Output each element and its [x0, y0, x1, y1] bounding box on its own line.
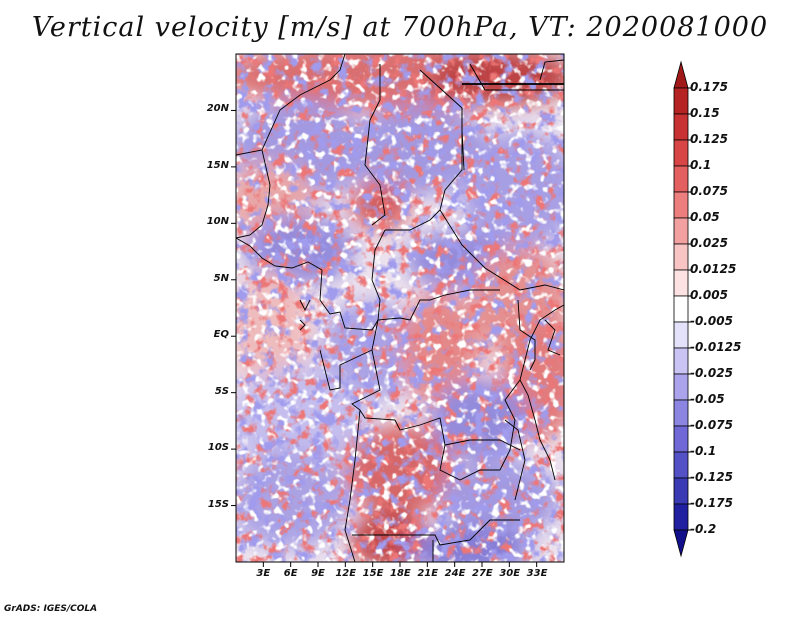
chart-title: Vertical velocity [m/s] at 700hPa, VT: 2…	[31, 12, 769, 43]
lon-tick-label: 18E	[390, 568, 411, 579]
colorbar-swatch	[673, 425, 689, 453]
colorbar-swatch	[673, 217, 689, 245]
colorbar-swatch	[673, 503, 689, 531]
lat-tick-label: EQ	[213, 329, 229, 341]
lon-tick-label: 12E	[335, 568, 357, 579]
lon-tick-label: 30E	[499, 568, 521, 579]
lat-tick-label: 5N	[213, 272, 229, 284]
colorbar	[673, 60, 692, 558]
colorbar-level-label: 0.005	[690, 288, 728, 302]
colorbar-swatch	[673, 373, 689, 401]
colorbar-level-label: -0.05	[690, 392, 725, 406]
lon-tick-label: 33E	[526, 568, 548, 579]
colorbar-swatch	[673, 295, 689, 323]
colorbar-swatch	[673, 321, 689, 349]
colorbar-level-label: -0.075	[690, 418, 733, 432]
colorbar-swatch	[673, 477, 689, 505]
lon-tick-label: 27E	[472, 568, 493, 579]
colorbar-swatch	[673, 269, 689, 297]
colorbar-level-label: 0.0125	[690, 262, 737, 276]
lon-tick-label: 9E	[311, 568, 325, 579]
colorbar-swatch	[673, 399, 689, 427]
colorbar-swatch	[673, 165, 689, 193]
colorbar-swatch	[673, 243, 689, 271]
lon-tick-label: 3E	[256, 568, 271, 579]
lon-tick-label: 6E	[283, 568, 298, 579]
colorbar-level-label: -0.0125	[690, 340, 742, 354]
lat-tick-label: 15S	[207, 498, 229, 510]
colorbar-level-label: 0.05	[690, 210, 720, 224]
colorbar-level-label: -0.005	[690, 314, 733, 328]
colorbar-swatch	[673, 347, 689, 375]
colorbar-swatch	[673, 139, 689, 167]
country-borders	[236, 54, 564, 562]
lon-tick-label: 24E	[444, 568, 466, 579]
colorbar-level-label: -0.175	[690, 496, 733, 510]
colorbar-level-label: 0.025	[690, 236, 728, 250]
grads-credit: GrADS: IGES/COLA	[4, 604, 98, 614]
lat-tick-label: 10N	[206, 216, 229, 228]
colorbar-level-label: -0.125	[690, 470, 733, 484]
colorbar-swatch	[673, 191, 689, 219]
colorbar-swatch	[673, 60, 689, 89]
colorbar-level-label: 0.1	[690, 158, 712, 172]
colorbar-level-label: -0.1	[690, 444, 717, 458]
lon-tick-label: 15E	[362, 568, 384, 579]
colorbar-level-label: 0.175	[690, 80, 728, 94]
colorbar-level-label: 0.125	[690, 132, 728, 146]
colorbar-level-label: 0.075	[690, 184, 728, 198]
colorbar-level-label: -0.2	[690, 522, 717, 536]
colorbar-swatch	[673, 87, 689, 115]
colorbar-level-label: 0.15	[690, 106, 720, 120]
lon-tick-label: 21E	[417, 568, 439, 579]
lat-tick-label: 10S	[207, 442, 229, 454]
lat-tick-label: 15N	[206, 159, 229, 171]
colorbar-swatch	[673, 451, 689, 479]
colorbar-swatch	[673, 113, 689, 141]
lat-tick-label: 20N	[206, 103, 229, 115]
lat-tick-label: 5S	[214, 385, 229, 397]
colorbar-swatch	[673, 529, 689, 558]
velocity-field	[236, 54, 564, 562]
colorbar-level-label: -0.025	[690, 366, 733, 380]
